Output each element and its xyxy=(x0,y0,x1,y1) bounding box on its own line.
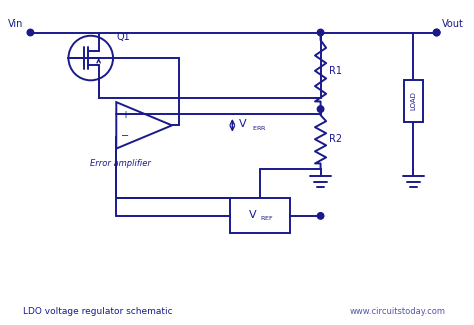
Circle shape xyxy=(317,106,324,112)
Text: R1: R1 xyxy=(329,66,342,76)
Text: $\mathsf{_{REF}}$: $\mathsf{_{REF}}$ xyxy=(260,214,274,223)
Circle shape xyxy=(317,213,324,219)
Text: LDO voltage regulator schematic: LDO voltage regulator schematic xyxy=(23,307,173,316)
Text: +: + xyxy=(121,110,128,120)
Circle shape xyxy=(433,29,440,36)
Text: −: − xyxy=(120,131,129,141)
Text: $\mathsf{V}$: $\mathsf{V}$ xyxy=(238,117,247,129)
Bar xyxy=(404,80,423,122)
Bar xyxy=(230,199,291,233)
Circle shape xyxy=(317,29,324,36)
Text: $\mathsf{_{ERR}}$: $\mathsf{_{ERR}}$ xyxy=(252,124,266,133)
Text: Vout: Vout xyxy=(442,19,464,29)
Text: Q1: Q1 xyxy=(117,32,130,42)
Text: $\mathsf{V}$: $\mathsf{V}$ xyxy=(248,208,258,220)
Text: www.circuitstoday.com: www.circuitstoday.com xyxy=(350,307,446,316)
Text: Error amplifier: Error amplifier xyxy=(91,159,151,168)
Circle shape xyxy=(27,29,34,36)
Text: R2: R2 xyxy=(329,134,342,144)
Text: Vin: Vin xyxy=(8,19,23,29)
Circle shape xyxy=(433,29,440,36)
Text: LOAD: LOAD xyxy=(410,92,417,110)
